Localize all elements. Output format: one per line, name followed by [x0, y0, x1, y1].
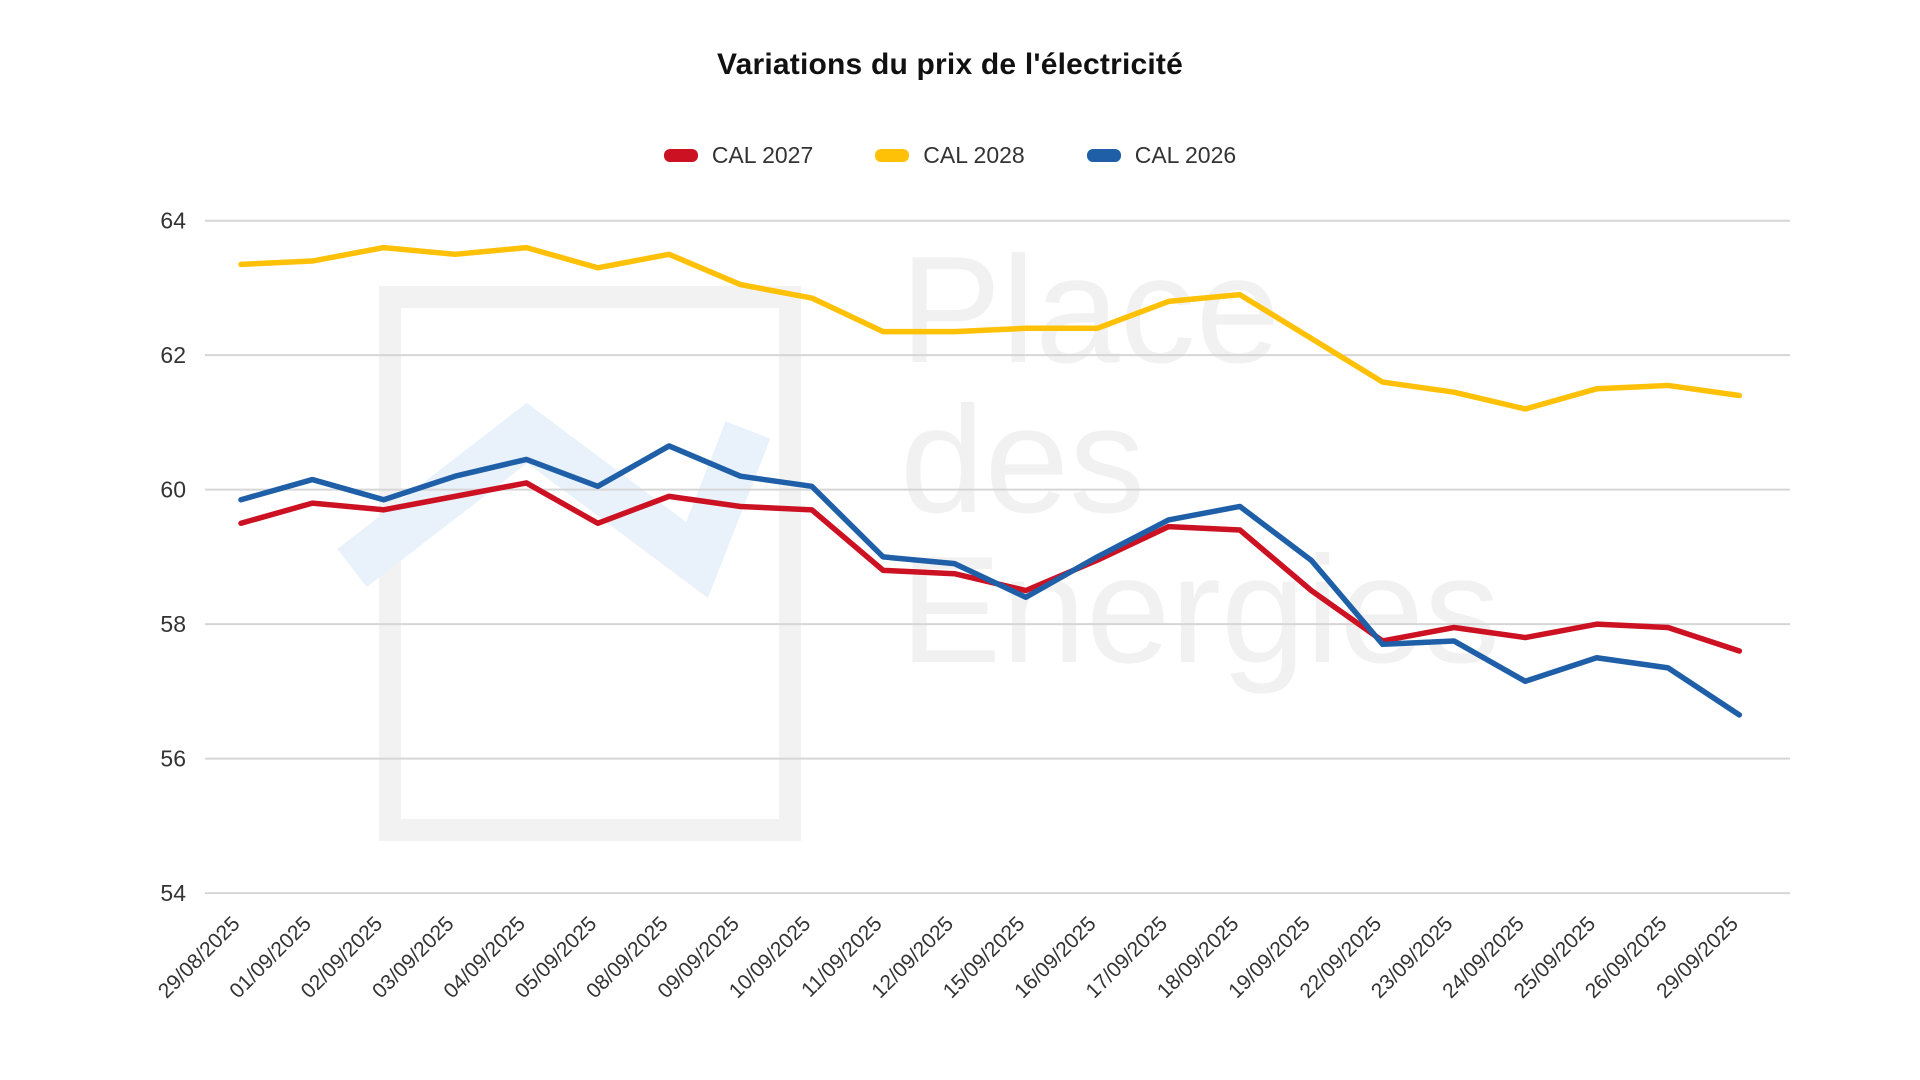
- legend-swatch-icon: [875, 149, 910, 162]
- legend-item-cal-2027: CAL 2027: [663, 142, 814, 169]
- y-tick-label: 54: [160, 880, 186, 906]
- legend-label: CAL 2028: [923, 142, 1025, 168]
- legend: CAL 2027 CAL 2028 CAL 2026: [0, 142, 1900, 169]
- y-tick-label: 60: [160, 477, 186, 503]
- watermark-text-line: des: [900, 375, 1145, 545]
- y-tick-label: 58: [160, 611, 186, 637]
- chart-title: Variations du prix de l'électricité: [717, 48, 1183, 81]
- legend-item-cal-2026: CAL 2026: [1086, 142, 1237, 169]
- y-tick-label: 64: [160, 208, 186, 234]
- watermark-text-line: Place: [900, 225, 1280, 395]
- series-line-cal-2026: [238, 443, 1743, 718]
- legend-label: CAL 2026: [1134, 142, 1237, 168]
- y-tick-label: 56: [160, 746, 186, 772]
- watermark-logo-square: [379, 286, 801, 841]
- y-tick-label: 62: [160, 342, 186, 368]
- legend-swatch-icon: [1086, 149, 1121, 162]
- series-line-cal-2028: [238, 244, 1743, 412]
- legend-label: CAL 2027: [711, 142, 814, 168]
- legend-item-cal-2028: CAL 2028: [875, 142, 1025, 169]
- watermark-text-line: Energies: [900, 525, 1500, 695]
- legend-swatch-icon: [663, 149, 698, 162]
